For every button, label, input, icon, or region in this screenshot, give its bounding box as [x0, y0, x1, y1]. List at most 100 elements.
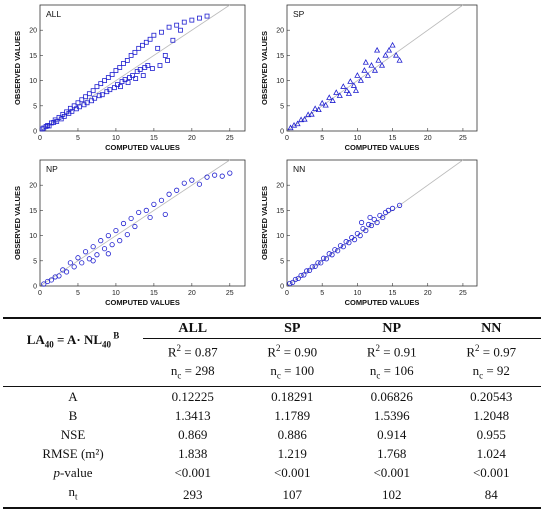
scatter-plots-figure: 0 5 10 15 20 25 0 5 10 15 20 COMPUTED VALUES OBSERVE… [13, 4, 478, 305]
data-point [105, 251, 111, 257]
data-point [380, 214, 386, 221]
y-tick-label: 15 [29, 53, 37, 60]
data-point [374, 46, 381, 53]
data-point [357, 233, 363, 239]
data-point [105, 233, 111, 239]
data-point [56, 273, 62, 279]
data-point [396, 57, 403, 63]
y-tick-label: 20 [29, 28, 37, 35]
data-point [92, 95, 98, 101]
table-row-b: B 1.3413 1.1789 1.5396 1.2048 [3, 406, 541, 425]
a-value-all: 0.12225 [143, 385, 243, 406]
scatter-panel-sp: 0 5 10 15 20 25 0 5 10 15 20 COMPUTED VALUES OBSERVE… [260, 4, 478, 152]
data-point [122, 77, 128, 82]
data-point [90, 258, 96, 264]
y-tick-label: 0 [280, 129, 284, 136]
data-point [113, 227, 119, 234]
data-point [189, 17, 195, 23]
y-tick-label: 20 [276, 183, 284, 190]
data-point [393, 51, 400, 58]
data-point [340, 244, 346, 250]
pvalue-sp: <0.001 [273, 464, 311, 480]
y-tick-label: 10 [276, 78, 284, 85]
equation-cell: LA40 = A· NL40 B [3, 316, 143, 362]
data-point [157, 63, 163, 68]
data-point [323, 256, 330, 262]
data-point [374, 219, 380, 226]
data-point [219, 173, 225, 179]
x-tick-label: 15 [389, 290, 397, 297]
column-header-all: ALL [143, 317, 243, 339]
table-row-rmse: RMSE (m²) 1.838 1.219 1.768 1.024 [3, 444, 541, 463]
equation-label: LA40 = A· NL40 B [26, 330, 120, 350]
y-tick-label: 10 [29, 233, 37, 240]
data-point [94, 84, 100, 90]
data-point [162, 211, 168, 218]
data-point [305, 111, 312, 118]
data-point [340, 83, 347, 89]
x-tick-label: 10 [112, 135, 120, 142]
x-tick-label: 25 [226, 135, 234, 142]
x-tick-label: 15 [150, 135, 158, 142]
nc-cell: nc = 106 [369, 363, 414, 381]
data-point [343, 87, 350, 93]
data-point [113, 68, 119, 73]
data-point [357, 77, 364, 83]
nse-value-np: 0.914 [377, 426, 407, 442]
data-point [79, 97, 85, 103]
data-point [212, 172, 218, 178]
data-point [371, 67, 379, 73]
y-tick-label: 0 [33, 284, 37, 291]
pvalue-np: <0.001 [373, 464, 411, 480]
data-point [363, 227, 369, 234]
data-point [385, 46, 393, 53]
data-point [128, 53, 134, 58]
data-point [351, 237, 358, 243]
panel-title: NP [46, 164, 58, 174]
data-point [117, 238, 123, 244]
data-point [77, 104, 82, 110]
y-tick-label: 5 [33, 258, 37, 265]
y-tick-label: 20 [29, 183, 37, 190]
nse-value-nn: 0.955 [476, 426, 506, 442]
data-point [308, 110, 315, 117]
x-tick-label: 5 [320, 290, 324, 297]
rmse-value-nn: 1.024 [476, 445, 506, 461]
data-point [166, 191, 172, 197]
data-point [315, 106, 322, 113]
data-point [352, 87, 360, 93]
data-point [227, 170, 233, 176]
data-point [105, 75, 111, 80]
data-point [128, 215, 134, 222]
data-point [287, 280, 293, 287]
x-tick-label: 5 [76, 290, 80, 297]
data-point [366, 221, 372, 228]
data-point [318, 260, 324, 266]
b-value-nn: 1.2048 [473, 407, 510, 423]
y-axis-label: OBSERVED VALUES [13, 31, 22, 105]
nc-cell: nc = 100 [270, 363, 315, 381]
data-point [326, 94, 333, 100]
data-point [67, 105, 73, 111]
data-point [196, 181, 203, 187]
data-point [382, 51, 389, 58]
x-axis-label: COMPUTED VALUES [345, 143, 420, 152]
x-axis-label: COMPUTED VALUES [345, 298, 420, 305]
data-point [298, 116, 305, 123]
x-tick-label: 15 [389, 135, 397, 142]
plot-area [286, 4, 478, 132]
data-point [174, 187, 180, 193]
x-tick-label: 10 [112, 290, 120, 297]
data-point [385, 207, 391, 213]
data-point [292, 276, 299, 283]
data-point [98, 81, 104, 87]
data-point [197, 15, 202, 21]
b-value-sp: 1.1789 [274, 407, 311, 423]
y-tick-label: 5 [33, 103, 37, 110]
data-point [69, 108, 75, 114]
data-point [96, 93, 102, 99]
data-point [132, 49, 138, 55]
data-point [335, 248, 341, 254]
data-point [140, 42, 145, 48]
y-tick-label: 0 [33, 129, 37, 136]
